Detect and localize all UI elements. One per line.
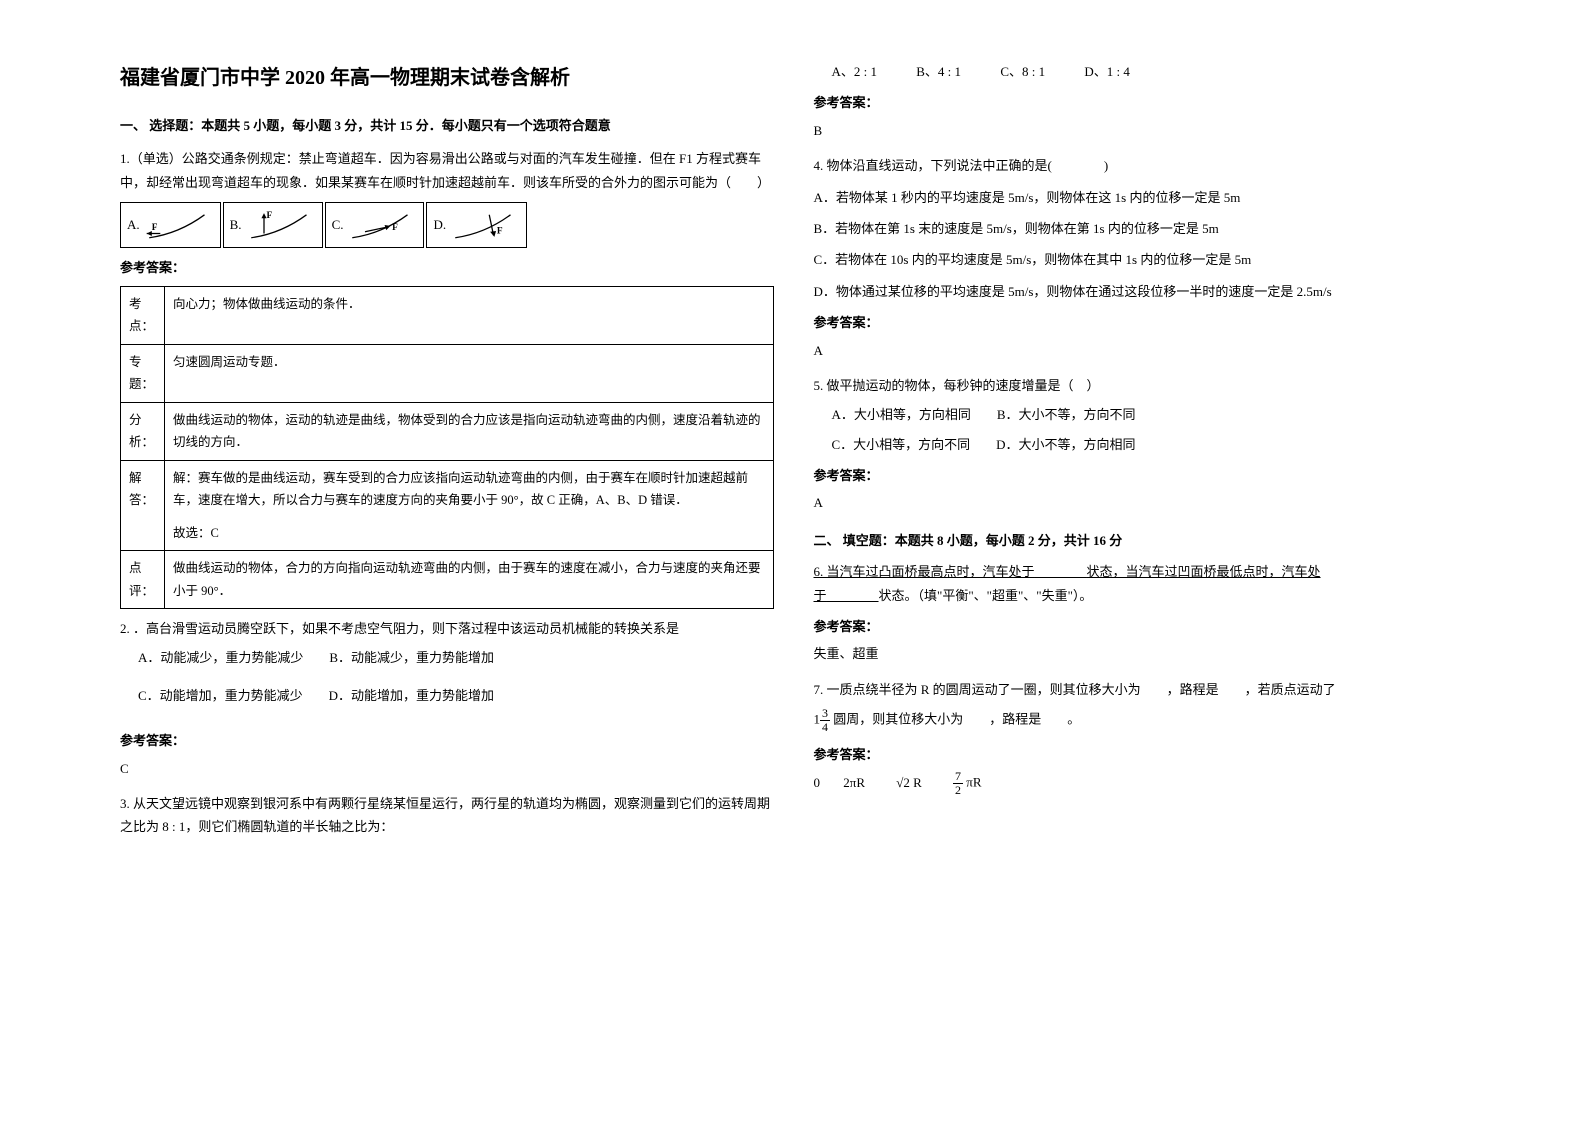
- opt-label: B.: [230, 213, 242, 236]
- q7-answer: 0 2πR √2 R 72 πR: [814, 770, 1468, 797]
- numerator: 7: [953, 770, 963, 784]
- opt-label: D.: [433, 213, 446, 236]
- cell-head: 解答：: [121, 460, 165, 551]
- q1-opt-d: D. F: [426, 202, 527, 248]
- curve-b-icon: F: [246, 208, 316, 242]
- answer-label: 参考答案：: [814, 743, 1468, 766]
- denominator: 4: [820, 721, 830, 734]
- q2-stem: 2. ．高台滑雪运动员腾空跃下，如果不考虑空气阻力，则下落过程中该运动员机械能的…: [120, 617, 774, 640]
- svg-text:F: F: [393, 223, 399, 233]
- table-row: 解答： 解：赛车做的是曲线运动，赛车受到的合力应该指向运动轨迹弯曲的内侧，由于赛…: [121, 460, 774, 551]
- q1-stem: 1.（单选）公路交通条例规定：禁止弯道超车．因为容易滑出公路或与对面的汽车发生碰…: [120, 147, 774, 194]
- svg-text:F: F: [497, 227, 503, 237]
- numerator: 3: [820, 707, 830, 721]
- curve-c-icon: F: [347, 208, 417, 242]
- q5-answer: A: [814, 491, 1468, 514]
- opt: B、4 : 1: [916, 64, 961, 79]
- svg-text:F: F: [266, 211, 272, 221]
- q5-ab: A．大小相等，方向相同 B．大小不等，方向不同: [832, 403, 1468, 426]
- answer-label: 参考答案：: [120, 729, 774, 752]
- q6: 6. 当汽车过凸面桥最高点时，汽车处于 状态，当汽车过凹面桥最低点时，汽车处 于…: [814, 560, 1468, 607]
- cell-head: 分析：: [121, 402, 165, 460]
- section2-heading: 二、 填空题：本题共 8 小题，每小题 2 分，共计 16 分: [814, 529, 1468, 552]
- text: 故选：C: [173, 522, 765, 545]
- table-row: 点评： 做曲线运动的物体，合力的方向指向运动轨迹弯曲的内侧，由于赛车的速度在减小…: [121, 551, 774, 609]
- denominator: 2: [953, 784, 963, 797]
- curve-a-icon: F: [144, 208, 214, 242]
- ans: √2 R: [896, 775, 922, 790]
- fraction: 72: [953, 770, 963, 797]
- page-title: 福建省厦门市中学 2020 年高一物理期末试卷含解析: [120, 60, 774, 96]
- table-row: 考点： 向心力；物体做曲线运动的条件．: [121, 286, 774, 344]
- table-row: 专题： 匀速圆周运动专题．: [121, 344, 774, 402]
- q1-options: A. F B. F C. F: [120, 202, 774, 248]
- q4-stem: 4. 物体沿直线运动，下列说法中正确的是( ): [814, 154, 1468, 177]
- table-row: 分析： 做曲线运动的物体，运动的轨迹是曲线，物体受到的合力应该是指向运动轨迹弯曲…: [121, 402, 774, 460]
- opt-label: C.: [332, 213, 344, 236]
- opt-label: A.: [127, 213, 140, 236]
- q4-c: C．若物体在 10s 内的平均速度是 5m/s，则物体在其中 1s 内的位移一定…: [814, 248, 1468, 271]
- blank: [827, 588, 879, 603]
- cell-head: 考点：: [121, 286, 165, 344]
- q2-opts-cd: C．动能增加，重力势能减少 D．动能增加，重力势能增加: [138, 684, 774, 707]
- q5-stem: 5. 做平抛运动的物体，每秒钟的速度增量是（ ）: [814, 374, 1468, 397]
- ans: πR: [966, 775, 981, 790]
- q5-cd: C．大小相等，方向不同 D．大小不等，方向相同: [832, 433, 1468, 456]
- q6-text2: 状态，当汽车过凹面桥最低点时，汽车处: [1087, 564, 1321, 579]
- q2-answer: C: [120, 757, 774, 780]
- svg-text:F: F: [151, 223, 157, 233]
- answer-label: 参考答案：: [814, 311, 1468, 334]
- q4-answer: A: [814, 339, 1468, 362]
- cell: 向心力；物体做曲线运动的条件．: [165, 286, 774, 344]
- opt: D、1 : 4: [1084, 64, 1130, 79]
- q7-line1: 7. 一质点绕半径为 R 的圆周运动了一圈，则其位移大小为 ，路程是 ，若质点运…: [814, 678, 1468, 701]
- cell-head: 专题：: [121, 344, 165, 402]
- ans: 2πR: [843, 775, 865, 790]
- answer-label: 参考答案：: [814, 464, 1468, 487]
- q6-text3: 于: [814, 588, 827, 603]
- q3-options: A、2 : 1 B、4 : 1 C、8 : 1 D、1 : 4: [832, 60, 1468, 83]
- q3-stem: 3. 从天文望远镜中观察到银河系中有两颗行星绕某恒星运行，两行星的轨道均为椭圆，…: [120, 792, 774, 839]
- blank: [1035, 564, 1087, 579]
- q4-a: A．若物体某 1 秒内的平均速度是 5m/s，则物体在这 1s 内的位移一定是 …: [814, 186, 1468, 209]
- q3-answer: B: [814, 119, 1468, 142]
- cell: 做曲线运动的物体，合力的方向指向运动轨迹弯曲的内侧，由于赛车的速度在减小，合力与…: [165, 551, 774, 609]
- q1-opt-a: A. F: [120, 202, 221, 248]
- q6-answer: 失重、超重: [814, 642, 1468, 665]
- fraction: 34: [820, 707, 830, 734]
- q6-text4: 状态。（填"平衡"、"超重"、"失重"）。: [879, 588, 1093, 603]
- answer-label: 参考答案：: [814, 615, 1468, 638]
- q7-after: 圆周，则其位移大小为 ，路程是 。: [833, 712, 1080, 727]
- answer-label: 参考答案：: [814, 91, 1468, 114]
- q2-opts-ab: A．动能减少，重力势能减少 B．动能减少，重力势能增加: [138, 646, 774, 669]
- cell: 解：赛车做的是曲线运动，赛车受到的合力应该指向运动轨迹弯曲的内侧，由于赛车在顺时…: [165, 460, 774, 551]
- ans: 0: [814, 775, 821, 790]
- q4-b: B．若物体在第 1s 末的速度是 5m/s，则物体在第 1s 内的位移一定是 5…: [814, 217, 1468, 240]
- curve-d-icon: F: [450, 208, 520, 242]
- q4-d: D．物体通过某位移的平均速度是 5m/s，则物体在通过这段位移一半时的速度一定是…: [814, 280, 1468, 303]
- q1-opt-c: C. F: [325, 202, 425, 248]
- q1-opt-b: B. F: [223, 202, 323, 248]
- cell-head: 点评：: [121, 551, 165, 609]
- q7-line2: 134 圆周，则其位移大小为 ，路程是 。: [814, 707, 1468, 734]
- q6-text1: 6. 当汽车过凸面桥最高点时，汽车处于: [814, 564, 1035, 579]
- cell: 匀速圆周运动专题．: [165, 344, 774, 402]
- answer-label: 参考答案：: [120, 256, 774, 279]
- cell: 做曲线运动的物体，运动的轨迹是曲线，物体受到的合力应该是指向运动轨迹弯曲的内侧，…: [165, 402, 774, 460]
- opt: C、8 : 1: [1000, 64, 1045, 79]
- opt: A、2 : 1: [832, 64, 878, 79]
- q1-analysis-table: 考点： 向心力；物体做曲线运动的条件． 专题： 匀速圆周运动专题． 分析： 做曲…: [120, 286, 774, 610]
- section-heading: 一、 选择题：本题共 5 小题，每小题 3 分，共计 15 分．每小题只有一个选…: [120, 114, 774, 137]
- text: 解：赛车做的是曲线运动，赛车受到的合力应该指向运动轨迹弯曲的内侧，由于赛车在顺时…: [173, 467, 765, 512]
